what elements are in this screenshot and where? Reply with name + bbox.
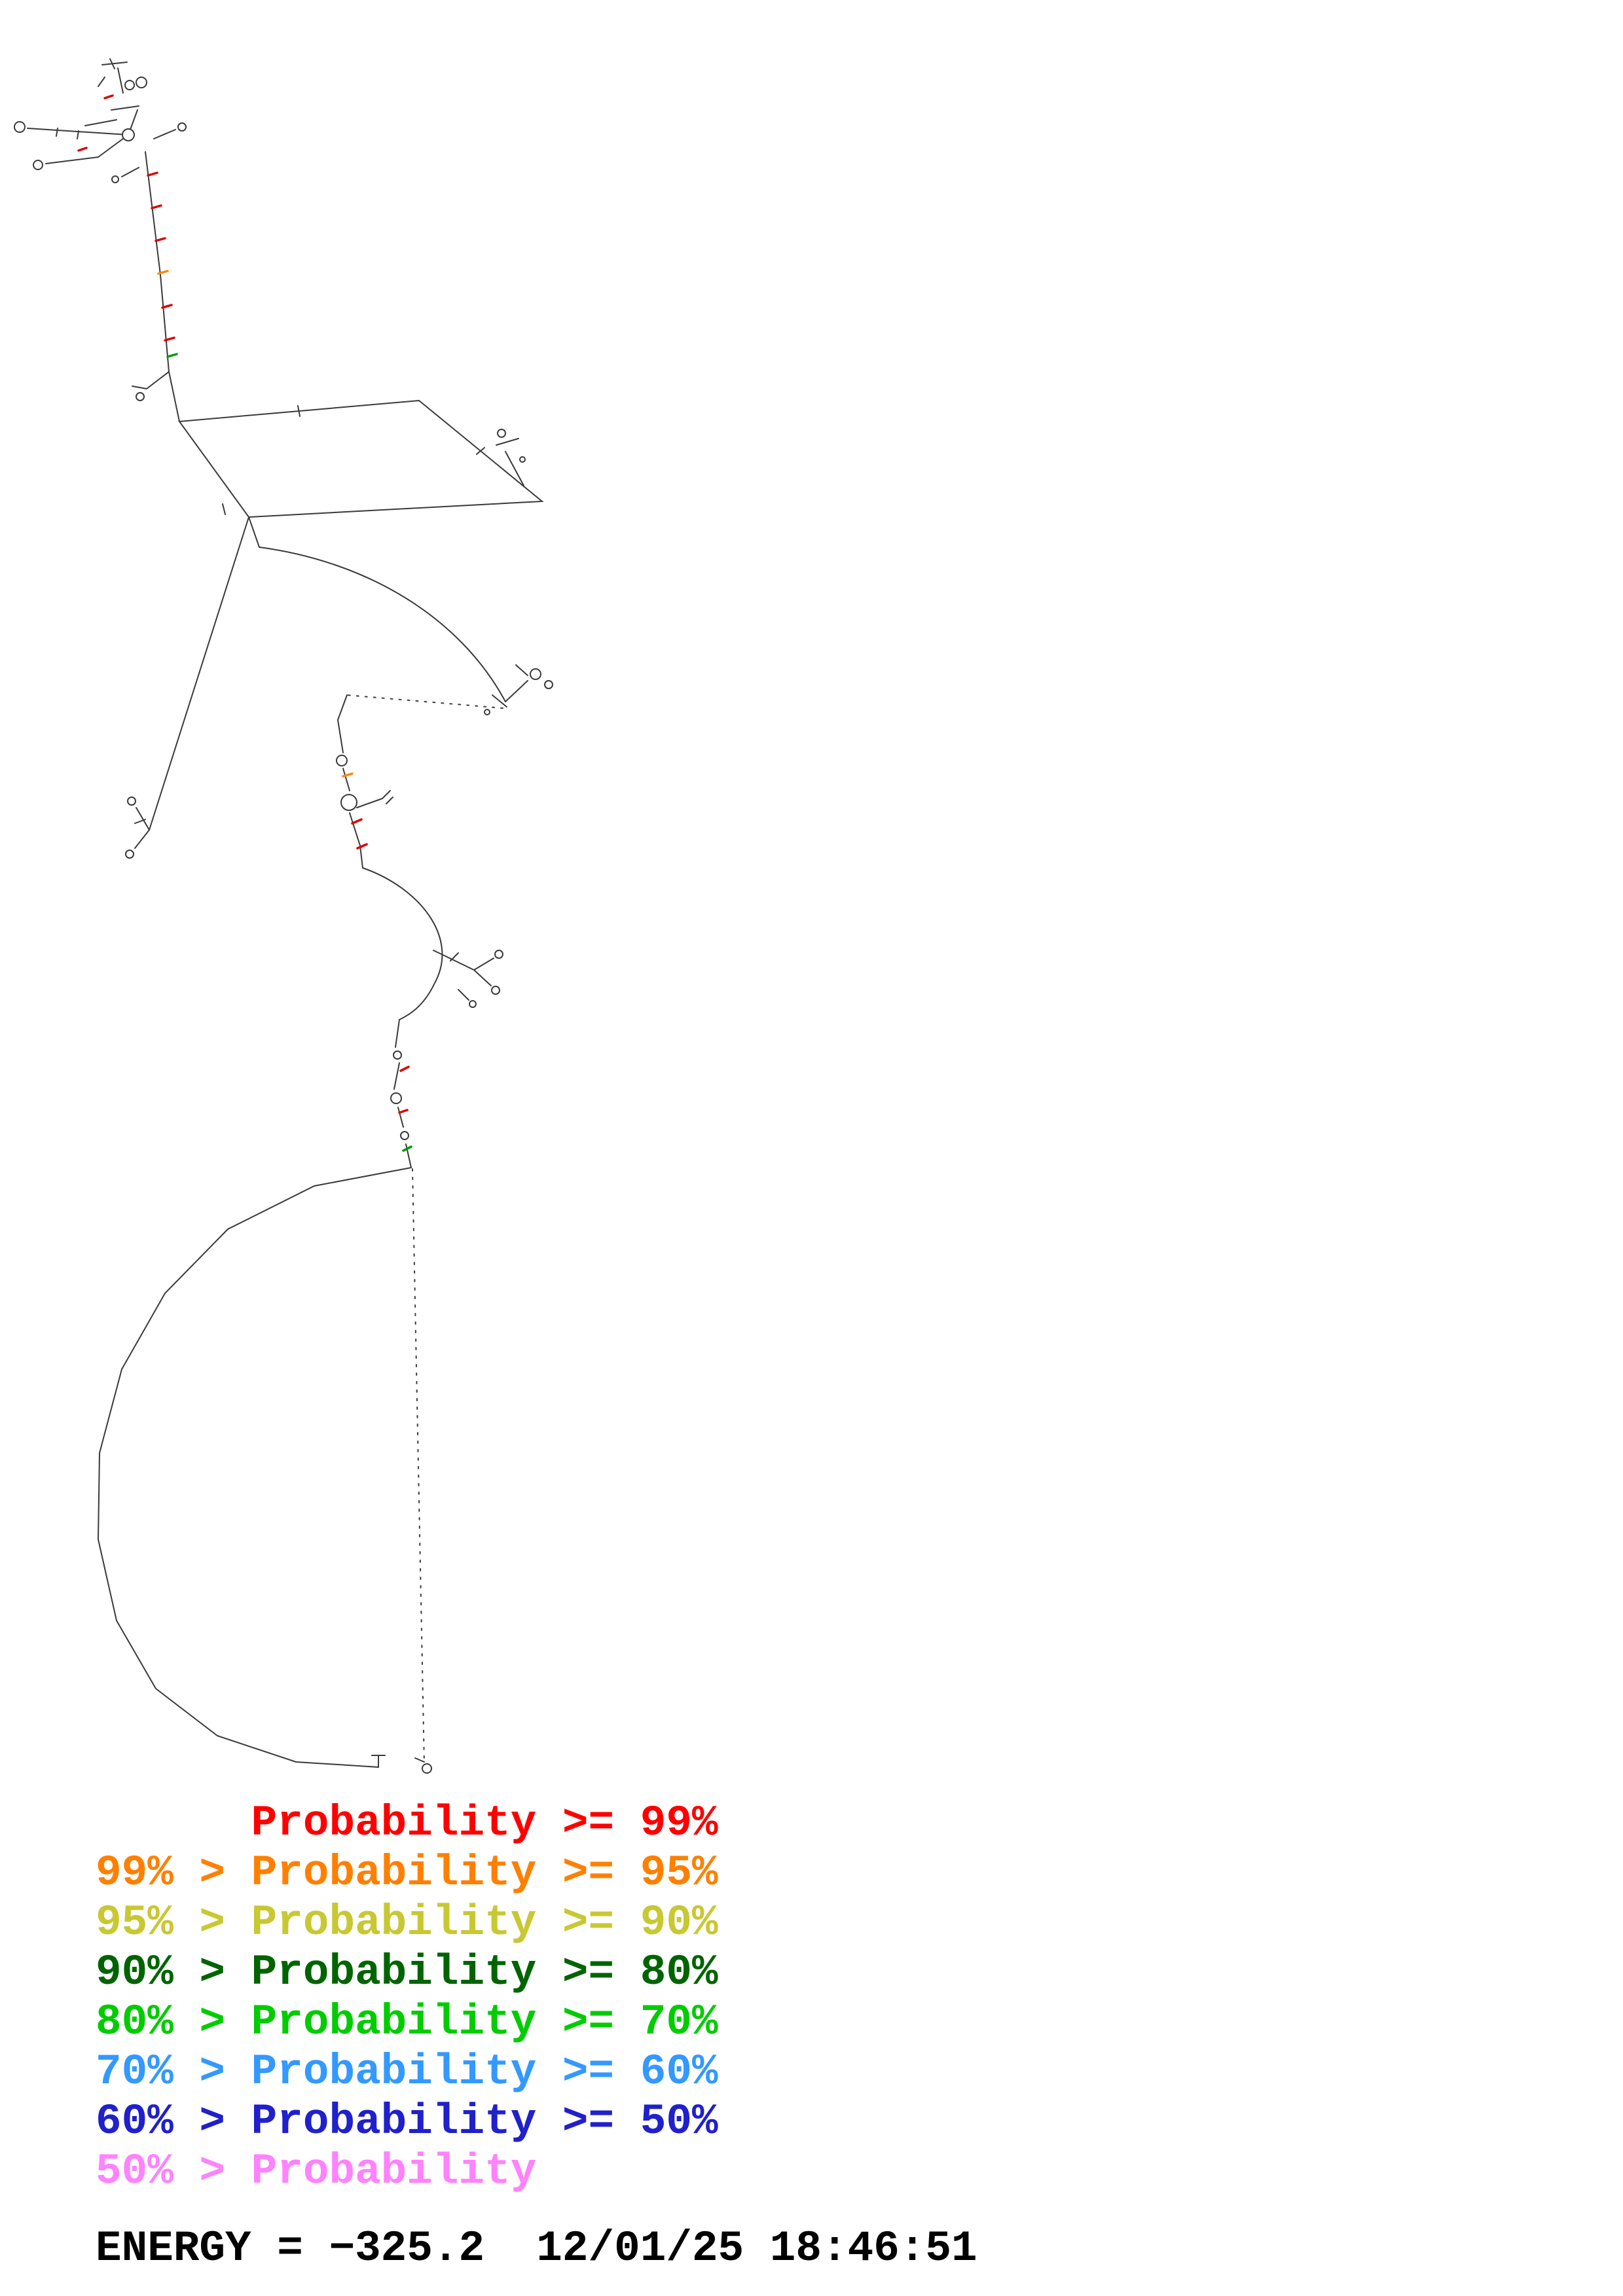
legend-item-50: 60% > Probability >= 50% [96, 2097, 718, 2146]
top-hairpin-cluster [14, 58, 187, 183]
legend-item-60: 70% > Probability >= 60% [96, 2047, 718, 2096]
rna-backbone [97, 151, 553, 1774]
legend-item-90: 95% > Probability >= 90% [96, 1898, 718, 1947]
base-pair-probability-ticks [77, 94, 412, 1152]
energy-readout: ENERGY = −325.2 12/01/25 18:46:51 [96, 2224, 977, 2273]
legend-item-80: 90% > Probability >= 80% [96, 1948, 718, 1997]
legend-item-95: 99% > Probability >= 95% [96, 1848, 718, 1897]
legend-item-70: 80% > Probability >= 70% [96, 1998, 718, 2047]
legend-item-99: Probability >= 99% [96, 1799, 718, 1848]
legend-item-below50: 50% > Probability [96, 2147, 537, 2196]
probability-legend: Probability >= 99% 99% > Probability >= … [96, 1799, 718, 2197]
